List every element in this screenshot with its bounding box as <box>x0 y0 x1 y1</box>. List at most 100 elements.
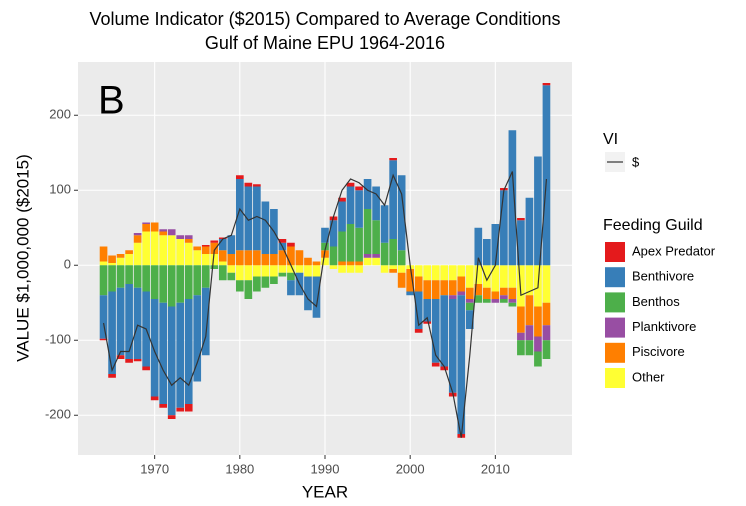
bar-segment <box>321 227 329 243</box>
bar-segment <box>218 265 227 281</box>
bar-segment <box>227 272 236 281</box>
bar-segment <box>457 295 466 434</box>
bar-segment <box>176 235 185 239</box>
x-tick-label: 2000 <box>396 461 425 476</box>
bar-segment <box>159 265 168 303</box>
legend-label: Apex Predator <box>632 243 716 258</box>
bar-segment <box>414 329 423 333</box>
bar-segment <box>99 246 108 262</box>
bar-segment <box>423 321 432 324</box>
bar-segment <box>125 254 133 266</box>
bar-segment <box>176 239 185 266</box>
bar-segment <box>346 261 355 266</box>
y-tick-label: 0 <box>64 257 71 272</box>
bar-segment <box>167 265 176 307</box>
bar-segment <box>457 265 466 277</box>
bar-segment <box>184 239 193 243</box>
bar-segment <box>338 197 346 202</box>
bar-segment <box>253 184 261 187</box>
bar-segment <box>287 246 295 266</box>
bar-segment <box>380 205 389 243</box>
bar-segment <box>525 340 534 356</box>
bar-segment <box>372 257 380 266</box>
bar-segment <box>184 242 193 266</box>
bar-segment <box>414 276 423 292</box>
bar-segment <box>235 250 244 266</box>
bar-segment <box>500 295 508 299</box>
bar-segment <box>542 302 551 326</box>
bar-segment <box>116 257 125 266</box>
bar-segment <box>287 242 295 247</box>
bar-segment <box>440 265 449 281</box>
bar-segment <box>397 175 406 251</box>
bar-segment <box>380 265 389 273</box>
legend-key <box>605 368 625 388</box>
bar-segment <box>244 250 253 266</box>
bar-segment <box>159 235 168 266</box>
bar-segment <box>508 302 517 307</box>
bar-segment <box>159 229 168 232</box>
bar-segment <box>176 407 185 412</box>
bar-segment <box>431 299 440 363</box>
x-tick-label: 1970 <box>140 461 169 476</box>
bar-segment <box>440 295 449 367</box>
bar-segment <box>508 130 517 266</box>
bar-segment <box>184 299 193 404</box>
bar-segment <box>355 227 363 262</box>
y-tick-label: 200 <box>49 107 71 122</box>
bar-segment <box>482 299 491 303</box>
bar-segment <box>201 265 210 288</box>
bar-segment <box>491 265 500 292</box>
bar-segment <box>363 257 372 266</box>
bar-segment <box>338 201 346 232</box>
bar-segment <box>253 265 261 277</box>
bar-segment <box>99 265 108 296</box>
bar-segment <box>167 235 176 266</box>
bar-segment <box>542 325 551 341</box>
bar-segment <box>338 231 346 262</box>
bar-segment <box>244 265 253 281</box>
bar-segment <box>142 231 150 266</box>
bar-segment <box>184 265 193 299</box>
bar-segment <box>321 257 329 266</box>
bar-segment <box>465 299 474 303</box>
bar-segment <box>210 254 219 266</box>
bar-segment <box>167 229 176 236</box>
bar-segment <box>355 190 363 228</box>
bar-segment <box>184 404 193 412</box>
bar-segment <box>346 265 355 273</box>
bar-segment <box>465 310 474 329</box>
y-tick-label: -100 <box>45 332 71 347</box>
bar-segment <box>210 265 219 269</box>
bar-segment <box>440 280 449 296</box>
bar-segment <box>517 220 525 266</box>
bar-segment <box>210 242 219 254</box>
bar-segment <box>218 239 227 251</box>
bar-segment <box>397 272 406 288</box>
bar-segment <box>235 265 244 281</box>
bar-segment <box>508 265 517 288</box>
bar-segment <box>329 246 338 266</box>
bar-segment <box>491 291 500 299</box>
bar-segment <box>99 338 108 341</box>
bar-segment <box>133 265 142 288</box>
bar-segment <box>312 261 321 266</box>
bar-segment <box>201 287 210 356</box>
bar-segment <box>491 224 500 266</box>
bar-segment <box>346 182 355 187</box>
bar-segment <box>116 355 125 359</box>
bar-segment <box>176 265 185 303</box>
bar-segment <box>142 265 150 292</box>
bar-segment <box>116 254 125 258</box>
bar-segment <box>278 265 287 273</box>
bar-segment <box>389 158 397 161</box>
bar-segment <box>406 291 415 296</box>
bar-segment <box>253 250 261 266</box>
bar-segment <box>525 295 534 326</box>
bar-segment <box>193 246 202 251</box>
bar-segment <box>201 254 210 266</box>
bar-segment <box>474 265 483 284</box>
bar-segment <box>108 265 116 292</box>
bar-segment <box>193 295 202 382</box>
